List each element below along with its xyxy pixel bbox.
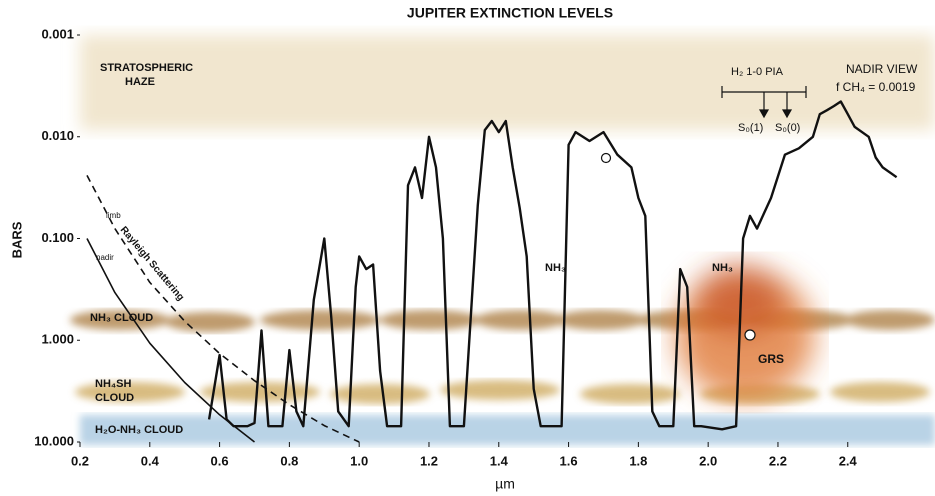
x-tick-label: 2.2: [769, 453, 787, 468]
annotation: CLOUD: [95, 392, 134, 404]
annotation: H₂O-NH₃ CLOUD: [95, 424, 183, 436]
x-tick-label: 1.0: [350, 453, 368, 468]
y-axis-label: BARS: [9, 221, 24, 258]
annotation: limb: [106, 211, 121, 220]
annotation: H₂ 1-0 PIA: [731, 66, 784, 78]
x-axis-label: µm: [495, 476, 515, 492]
water-cloud-band: [80, 415, 935, 445]
background-layers: [70, 35, 935, 445]
line: [86, 238, 255, 443]
marker: [600, 152, 612, 164]
annotation: NH₃ CLOUD: [90, 312, 153, 324]
x-tick-label: 0.4: [141, 453, 160, 468]
x-tick-label: 1.6: [560, 453, 578, 468]
y-tick-label: 0.010: [41, 128, 74, 143]
nh4sh-cloud-band: [75, 380, 930, 404]
x-tick-label: 0.8: [280, 453, 298, 468]
pia-bracket: [721, 86, 807, 119]
annotation: GRS: [758, 352, 784, 366]
y-tick-label: 10.000: [34, 433, 74, 448]
y-tick-label: 0.001: [41, 26, 74, 41]
x-tick-label: 1.2: [420, 453, 438, 468]
x-tick-label: 0.6: [211, 453, 229, 468]
x-tick-label: 1.8: [629, 453, 647, 468]
x-tick-label: 1.4: [490, 453, 509, 468]
annotation: NH₄SH: [95, 378, 131, 390]
annotation: NH₃: [545, 262, 566, 274]
chart-title: JUPITER EXTINCTION LEVELS: [407, 5, 613, 21]
annotation: NADIR VIEW: [846, 62, 918, 76]
y-tick-label: 1.000: [41, 332, 74, 347]
annotation: S₀(0): [775, 122, 800, 134]
marker: [744, 329, 756, 341]
haze-band: [80, 35, 935, 130]
annotation: NH₃: [712, 262, 733, 274]
x-tick-label: 2.0: [699, 453, 717, 468]
annotation: HAZE: [125, 76, 155, 88]
annotation: nadir: [96, 253, 114, 262]
x-tick-label: 2.4: [839, 453, 858, 468]
line: [207, 100, 898, 431]
y-tick-label: 0.100: [41, 230, 74, 245]
annotation: f CH₄ = 0.0019: [836, 80, 916, 94]
annotation: Rayleigh Scattering: [118, 225, 186, 304]
plot: [86, 100, 898, 443]
annotation: STRATOSPHERIC: [100, 62, 193, 74]
line: [86, 175, 360, 443]
annotation: S₀(1): [738, 122, 763, 134]
x-tick-label: 0.2: [71, 453, 89, 468]
